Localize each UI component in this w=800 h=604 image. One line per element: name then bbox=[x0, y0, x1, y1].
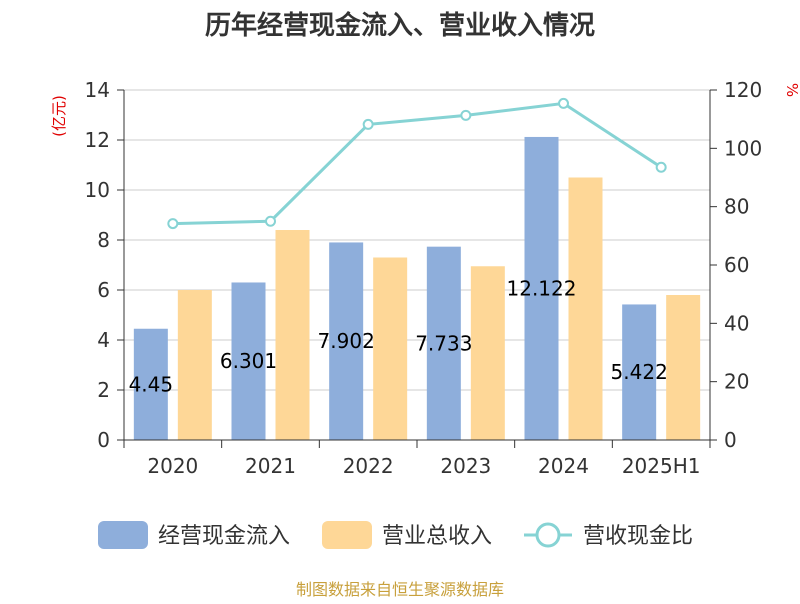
ratio-line-path bbox=[172, 101, 662, 226]
bar-revenue bbox=[177, 290, 212, 440]
ratio-line bbox=[167, 97, 667, 230]
gridlines bbox=[124, 89, 710, 391]
bar-cash-inflow bbox=[524, 136, 559, 440]
bar-revenue bbox=[470, 266, 505, 440]
legend-label-ratio: 营收现金比 bbox=[583, 524, 693, 549]
bar-cash-inflow bbox=[622, 304, 657, 440]
right-axis-unit: % bbox=[783, 83, 800, 97]
right-tick-label: 60 bbox=[724, 253, 749, 277]
bar-cash-inflow bbox=[133, 328, 168, 440]
data-label-cash-inflow: 7.902 bbox=[318, 329, 375, 353]
legend-marker-ratio bbox=[535, 522, 561, 548]
legend: 经营现金流入 营业总收入 营收现金比 bbox=[98, 521, 693, 549]
ratio-point bbox=[655, 161, 667, 173]
legend-swatch-revenue bbox=[322, 521, 372, 549]
data-label-cash-inflow: 12.122 bbox=[507, 276, 577, 300]
left-tick-label: 12 bbox=[85, 128, 110, 152]
ratio-point bbox=[460, 109, 472, 121]
x-tick-label: 2022 bbox=[343, 454, 394, 478]
x-tick-label: 2020 bbox=[147, 454, 198, 478]
bar-cash-inflow bbox=[231, 282, 266, 440]
legend-label-cash-inflow: 经营现金流入 bbox=[158, 524, 290, 549]
bars bbox=[133, 136, 701, 440]
data-label-cash-inflow: 7.733 bbox=[415, 331, 472, 355]
right-tick-label: 120 bbox=[724, 78, 762, 102]
source-note: 制图数据来自恒生聚源数据库 bbox=[296, 580, 504, 599]
left-tick-label: 0 bbox=[97, 428, 110, 452]
x-tick-label: 2023 bbox=[440, 454, 491, 478]
ratio-point bbox=[265, 215, 276, 227]
data-label-cash-inflow: 6.301 bbox=[220, 349, 277, 373]
bar-revenue bbox=[568, 177, 603, 440]
ratio-point bbox=[362, 118, 374, 130]
x-tick-label: 2024 bbox=[538, 454, 589, 478]
chart-title: 历年经营现金流入、营业收入情况 bbox=[205, 10, 595, 41]
right-tick-label: 20 bbox=[724, 370, 749, 394]
left-tick-label: 10 bbox=[85, 178, 110, 202]
ratio-point bbox=[558, 97, 569, 109]
bar-revenue bbox=[666, 295, 701, 440]
right-tick-label: 0 bbox=[724, 428, 737, 452]
left-tick-label: 8 bbox=[97, 228, 110, 252]
left-tick-label: 4 bbox=[97, 328, 110, 352]
data-labels: 4.45 6.301 7.902 7.733 12.122 5.422 bbox=[129, 276, 668, 396]
bar-revenue bbox=[275, 230, 310, 440]
legend-item-revenue[interactable]: 营业总收入 bbox=[322, 521, 492, 549]
legend-label-revenue: 营业总收入 bbox=[382, 524, 492, 549]
left-tick-label: 14 bbox=[85, 78, 110, 102]
data-label-cash-inflow: 4.45 bbox=[129, 372, 174, 396]
right-tick-label: 40 bbox=[724, 311, 749, 335]
legend-swatch-cash-inflow bbox=[98, 521, 148, 549]
left-axis-unit: (亿元) bbox=[50, 95, 68, 137]
bar-cash-inflow bbox=[329, 242, 364, 440]
legend-item-cash-inflow[interactable]: 经营现金流入 bbox=[98, 521, 290, 549]
x-tick-label: 2025H1 bbox=[622, 454, 701, 478]
bar-revenue bbox=[373, 257, 408, 440]
x-tick-label: 2021 bbox=[245, 454, 296, 478]
legend-item-ratio[interactable]: 营收现金比 bbox=[524, 522, 693, 549]
left-tick-label: 2 bbox=[97, 378, 110, 402]
tick-labels: 0 2 4 6 8 10 12 14 0 20 40 60 80 100 120 2020 2021 2022 20… bbox=[85, 78, 763, 478]
ratio-point bbox=[167, 218, 179, 230]
right-tick-label: 100 bbox=[724, 136, 762, 160]
left-tick-label: 6 bbox=[97, 278, 110, 302]
right-tick-label: 80 bbox=[724, 195, 749, 219]
axes bbox=[117, 89, 717, 448]
bar-cash-inflow bbox=[426, 246, 461, 440]
data-label-cash-inflow: 5.422 bbox=[611, 360, 668, 384]
